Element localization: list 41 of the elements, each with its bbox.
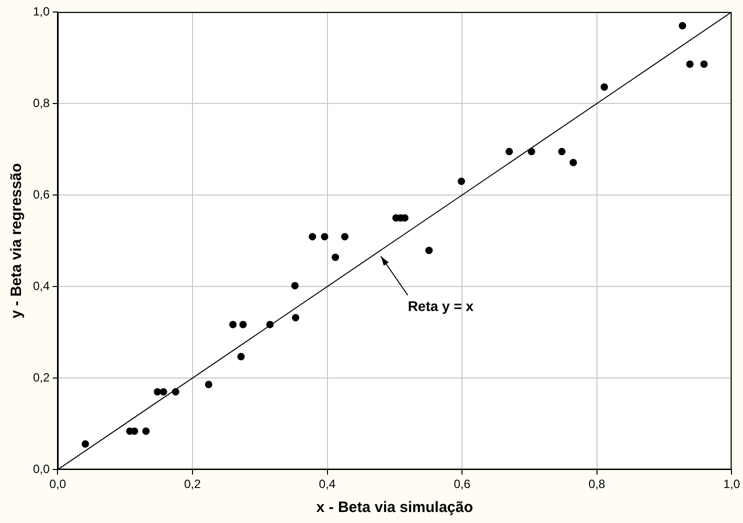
point bbox=[82, 440, 90, 448]
point bbox=[332, 254, 340, 261]
point bbox=[154, 388, 162, 396]
x-tick-label: 1,0 bbox=[723, 477, 740, 492]
y-tick-label: 0,0 bbox=[32, 462, 50, 476]
y-tick-label: 1,0 bbox=[32, 4, 50, 18]
x-tick-label: 0,4 bbox=[318, 477, 336, 492]
point bbox=[570, 158, 577, 166]
y-tick-label: 0,6 bbox=[32, 187, 50, 202]
y-tick-label: 0,8 bbox=[32, 96, 50, 110]
y-axis-title: y - Beta via regressão bbox=[8, 163, 26, 318]
point bbox=[292, 314, 300, 322]
point bbox=[506, 148, 513, 156]
point bbox=[204, 380, 212, 388]
point bbox=[425, 246, 433, 254]
point bbox=[528, 148, 536, 156]
point bbox=[341, 232, 348, 240]
y-tick-label: 0,2 bbox=[32, 370, 50, 384]
point bbox=[172, 388, 180, 396]
x-tick-label: 0,8 bbox=[588, 477, 606, 492]
x-axis-title: x - Beta via simulação bbox=[316, 499, 474, 516]
point bbox=[160, 388, 168, 396]
point bbox=[142, 427, 150, 435]
point bbox=[308, 232, 316, 240]
point bbox=[458, 178, 466, 186]
point bbox=[239, 320, 247, 328]
annotation: Reta y = x bbox=[408, 298, 474, 314]
point bbox=[320, 232, 328, 240]
point bbox=[686, 60, 694, 68]
point bbox=[600, 83, 608, 91]
x-tick-label: 0,0 bbox=[49, 477, 66, 492]
x-tick-label: 0,6 bbox=[454, 477, 471, 492]
x-tick-label: 0,2 bbox=[184, 477, 202, 492]
point bbox=[229, 320, 237, 328]
point bbox=[700, 60, 708, 68]
point bbox=[237, 352, 245, 360]
y-tick-label: 0,4 bbox=[32, 278, 50, 293]
point bbox=[291, 282, 299, 290]
point bbox=[266, 320, 274, 328]
point bbox=[558, 148, 566, 156]
point bbox=[678, 22, 686, 30]
